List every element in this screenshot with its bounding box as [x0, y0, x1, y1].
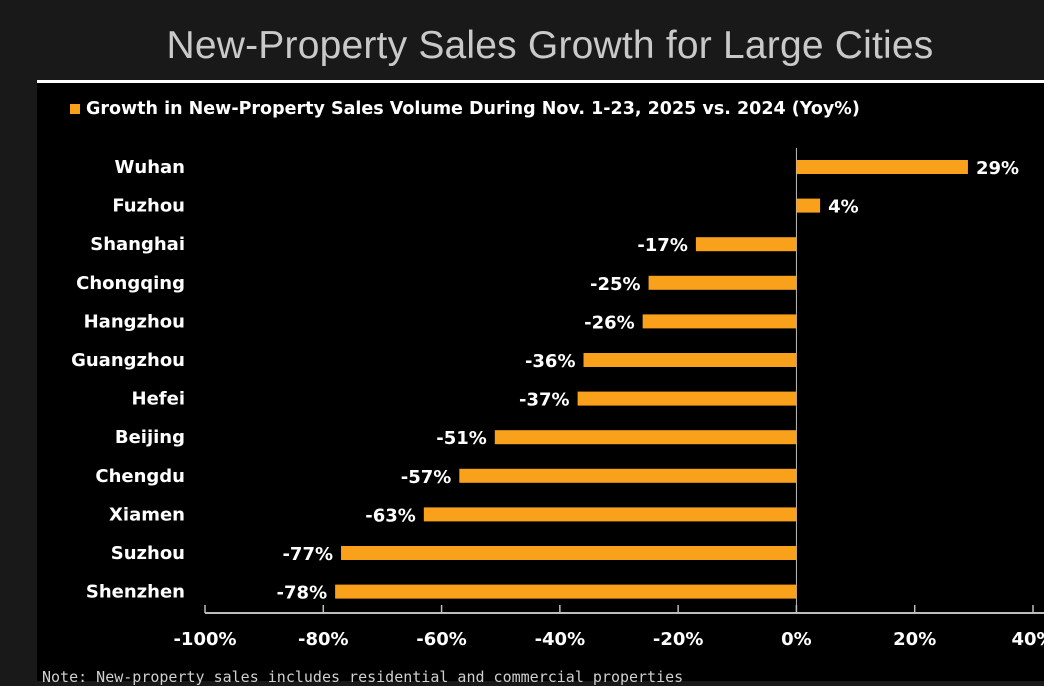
legend-swatch: [70, 104, 80, 114]
data-label: -77%: [282, 544, 333, 565]
category-label: Chongqing: [76, 273, 185, 294]
category-label: Hangzhou: [84, 311, 185, 332]
page-title: New-Property Sales Growth for Large Citi…: [166, 24, 934, 67]
category-label: Beijing: [115, 427, 185, 448]
data-label: -36%: [525, 351, 576, 372]
category-label: Hefei: [132, 389, 185, 410]
data-label: -63%: [365, 505, 416, 526]
bar: [648, 275, 797, 290]
category-label: Xiamen: [109, 504, 185, 525]
chart-legend: Growth in New-Property Sales Volume Duri…: [70, 99, 860, 119]
bar: [583, 353, 797, 367]
bar: [642, 314, 797, 329]
data-label: -51%: [436, 428, 487, 449]
data-label: -26%: [584, 312, 635, 333]
data-label: -25%: [590, 274, 641, 295]
x-tick-label: 0%: [781, 629, 812, 650]
category-label: Wuhan: [115, 157, 185, 178]
x-tick-label: -20%: [653, 629, 704, 650]
bar: [796, 198, 821, 213]
category-label: Shanghai: [90, 234, 185, 255]
x-tick-label: -60%: [416, 629, 467, 650]
category-label: Guangzhou: [71, 350, 185, 371]
x-tick-label: -40%: [535, 629, 586, 650]
bar: [695, 237, 797, 252]
category-label: Chengdu: [95, 466, 185, 487]
x-tick-label: -100%: [173, 629, 236, 650]
bar: [459, 468, 797, 483]
bar: [423, 507, 797, 522]
data-label: -57%: [401, 467, 452, 488]
bar: [796, 160, 968, 174]
x-tick-label: 20%: [893, 629, 936, 650]
category-label: Fuzhou: [112, 196, 185, 217]
data-label: 4%: [828, 197, 859, 218]
x-tick-label: 40%: [1011, 629, 1044, 650]
bar: [341, 546, 797, 560]
data-label: -37%: [519, 390, 570, 411]
title-divider: [37, 80, 1044, 83]
category-label: Suzhou: [111, 543, 185, 564]
chart-note: Note: New-property sales includes reside…: [42, 668, 684, 686]
data-label: 29%: [976, 158, 1019, 179]
legend-label: Growth in New-Property Sales Volume Duri…: [86, 99, 860, 119]
x-tick-label: -80%: [298, 629, 349, 650]
data-label: -78%: [277, 583, 328, 604]
bar: [494, 430, 797, 445]
chart-panel: [37, 83, 1044, 681]
category-label: Shenzhen: [86, 582, 185, 603]
bar: [335, 584, 797, 599]
data-label: -17%: [637, 235, 688, 256]
bar: [577, 391, 797, 406]
